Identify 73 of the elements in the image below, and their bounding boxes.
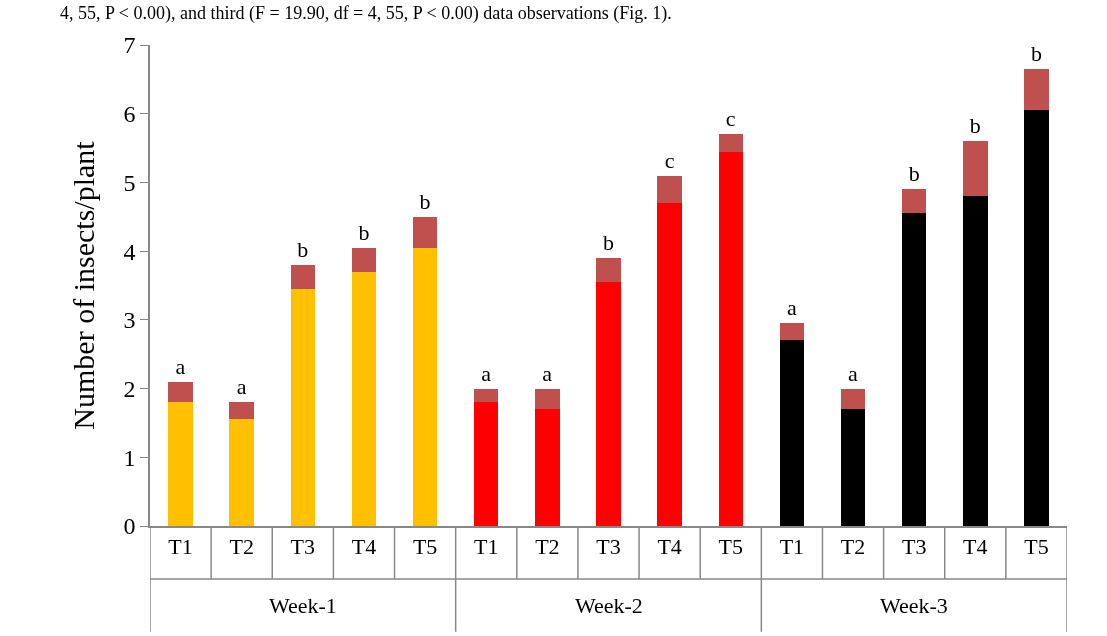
y-tick-label: 1 bbox=[123, 444, 136, 471]
x-tick-label: T1 bbox=[168, 534, 193, 560]
x-tick-label: T3 bbox=[901, 534, 927, 560]
x-tick-label: T4 bbox=[657, 534, 682, 560]
data-label: b bbox=[1030, 41, 1042, 67]
x-tick-label: T3 bbox=[290, 534, 316, 560]
x-tick-label: T2 bbox=[840, 534, 866, 560]
data-label: b bbox=[603, 230, 614, 256]
bar bbox=[963, 141, 988, 197]
bar bbox=[901, 189, 927, 214]
y-tick-label: 6 bbox=[123, 101, 136, 128]
bar bbox=[412, 247, 438, 526]
x-tick-label: T1 bbox=[779, 534, 805, 560]
bar bbox=[412, 216, 438, 248]
bar bbox=[596, 282, 621, 526]
data-label: c bbox=[725, 106, 736, 132]
bar bbox=[351, 247, 377, 272]
bar bbox=[596, 258, 621, 283]
bar bbox=[168, 381, 193, 403]
x-tick-label: T1 bbox=[474, 534, 499, 560]
x-tick-label: T5 bbox=[718, 534, 743, 560]
bar bbox=[290, 288, 316, 526]
data-label: a bbox=[236, 374, 247, 400]
text: Week-1 bbox=[269, 593, 337, 618]
x-tick-label: T4 bbox=[351, 534, 377, 560]
bar bbox=[718, 151, 743, 526]
bar bbox=[901, 213, 927, 526]
data-label: b bbox=[358, 219, 370, 245]
bar bbox=[1024, 69, 1049, 111]
bar bbox=[840, 388, 866, 410]
text: Week-3 bbox=[880, 593, 948, 618]
y-tick-label: 4 bbox=[123, 238, 136, 265]
bar bbox=[474, 388, 499, 403]
data-label: b bbox=[297, 236, 309, 262]
bar bbox=[474, 402, 499, 526]
data-label: a bbox=[481, 360, 492, 386]
x-tick-label: T4 bbox=[963, 534, 988, 560]
bar bbox=[229, 419, 254, 526]
x-tick-label: T3 bbox=[596, 534, 621, 560]
x-tick-label: T5 bbox=[1024, 534, 1049, 560]
bar bbox=[657, 175, 682, 204]
data-label: b bbox=[969, 113, 981, 139]
bar bbox=[779, 323, 805, 341]
bar bbox=[963, 196, 988, 526]
data-label: a bbox=[542, 360, 553, 386]
x-tick-label: T2 bbox=[535, 534, 560, 560]
bar bbox=[1024, 110, 1049, 526]
bar bbox=[535, 409, 560, 526]
data-label: a bbox=[786, 295, 797, 321]
y-axis-title: Number of insects/plant bbox=[66, 140, 100, 430]
bar bbox=[535, 388, 560, 410]
bar bbox=[290, 264, 316, 289]
data-label: c bbox=[664, 147, 675, 173]
text: Week-2 bbox=[575, 593, 643, 618]
y-tick-label: 7 bbox=[123, 32, 136, 59]
bar bbox=[718, 134, 743, 152]
x-tick-label: T5 bbox=[412, 534, 438, 560]
bar bbox=[779, 340, 805, 526]
x-tick-label: T2 bbox=[229, 534, 254, 560]
y-tick-label: 2 bbox=[123, 375, 136, 402]
y-tick-label: 3 bbox=[123, 307, 136, 334]
y-tick-label: 0 bbox=[123, 513, 136, 540]
text: 4, 55, P < 0.00), and third (F = 19.90, df = 4, 55, P < 0.00) data observations (Fig. 1). bbox=[60, 3, 672, 24]
data-label: b bbox=[419, 188, 431, 214]
y-tick-label: 5 bbox=[123, 169, 136, 196]
bar bbox=[229, 402, 254, 420]
bar bbox=[657, 203, 682, 526]
bar bbox=[168, 402, 193, 526]
data-label: b bbox=[908, 161, 920, 187]
data-label: a bbox=[175, 353, 186, 379]
data-label: a bbox=[848, 360, 859, 386]
bar bbox=[840, 409, 866, 526]
bar bbox=[351, 271, 377, 526]
